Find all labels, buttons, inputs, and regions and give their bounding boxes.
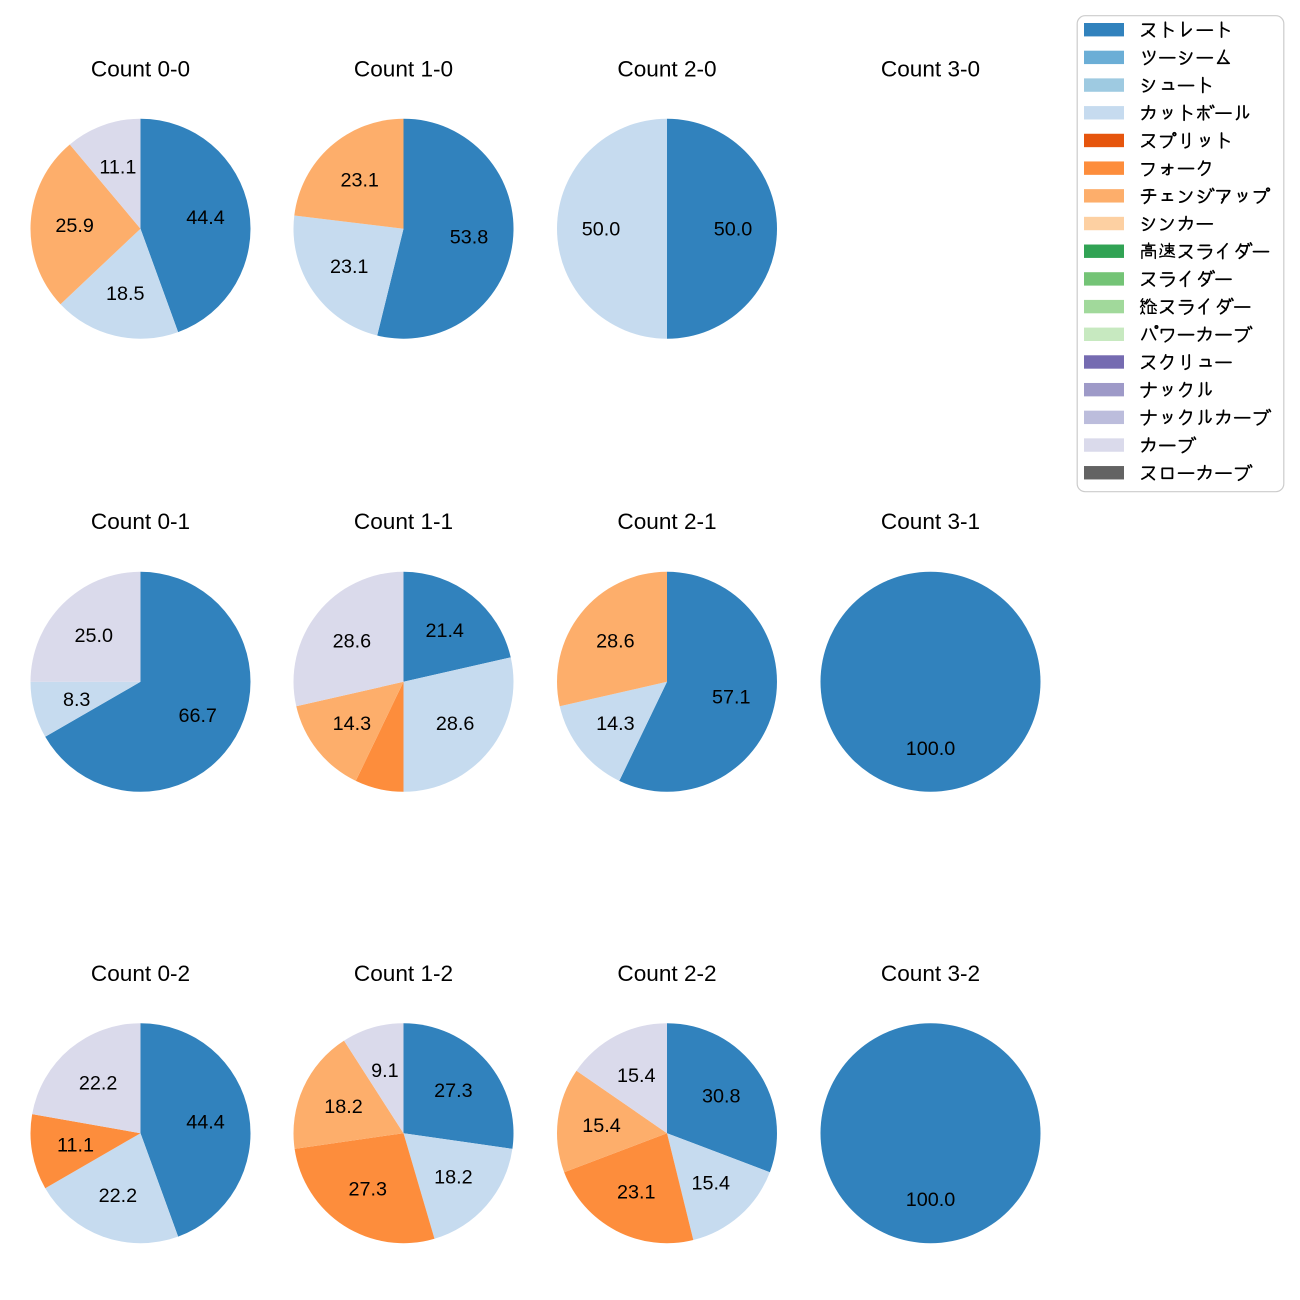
svg-text:14.3: 14.3 xyxy=(333,713,372,735)
svg-text:14.3: 14.3 xyxy=(596,713,635,735)
svg-text:28.6: 28.6 xyxy=(596,631,635,653)
svg-text:Count 3-2: Count 3-2 xyxy=(881,961,980,986)
svg-text:25.0: 25.0 xyxy=(75,625,114,647)
svg-text:15.4: 15.4 xyxy=(692,1173,731,1195)
svg-text:Count 0-2: Count 0-2 xyxy=(91,961,190,986)
svg-text:100.0: 100.0 xyxy=(906,1189,956,1211)
svg-text:50.0: 50.0 xyxy=(714,219,753,241)
svg-text:100.0: 100.0 xyxy=(906,738,956,760)
svg-text:Count 0-0: Count 0-0 xyxy=(91,56,190,81)
svg-text:11.1: 11.1 xyxy=(99,157,136,179)
svg-text:Count 3-1: Count 3-1 xyxy=(881,509,980,534)
svg-text:9.1: 9.1 xyxy=(371,1060,399,1082)
svg-text:27.3: 27.3 xyxy=(434,1080,473,1102)
svg-text:18.2: 18.2 xyxy=(324,1096,363,1118)
svg-text:57.1: 57.1 xyxy=(712,687,751,709)
svg-text:23.1: 23.1 xyxy=(330,256,369,278)
svg-text:22.2: 22.2 xyxy=(99,1185,138,1207)
svg-text:Count 2-1: Count 2-1 xyxy=(617,509,716,534)
svg-text:44.4: 44.4 xyxy=(186,1112,225,1134)
svg-text:Count 2-2: Count 2-2 xyxy=(617,961,716,986)
svg-text:22.2: 22.2 xyxy=(79,1073,118,1095)
svg-text:18.5: 18.5 xyxy=(106,283,145,305)
svg-text:15.4: 15.4 xyxy=(617,1065,656,1087)
svg-text:28.6: 28.6 xyxy=(333,631,372,653)
svg-text:18.2: 18.2 xyxy=(434,1166,473,1188)
svg-text:25.9: 25.9 xyxy=(55,215,94,237)
svg-text:30.8: 30.8 xyxy=(702,1086,741,1108)
svg-text:Count 1-2: Count 1-2 xyxy=(354,961,453,986)
svg-text:Count 2-0: Count 2-0 xyxy=(617,56,716,81)
svg-text:66.7: 66.7 xyxy=(178,705,217,727)
svg-text:21.4: 21.4 xyxy=(425,620,464,642)
svg-text:8.3: 8.3 xyxy=(63,689,91,711)
svg-text:11.1: 11.1 xyxy=(57,1135,94,1157)
svg-text:23.1: 23.1 xyxy=(617,1182,656,1204)
svg-text:50.0: 50.0 xyxy=(582,219,621,241)
svg-text:28.6: 28.6 xyxy=(436,713,475,735)
svg-text:Count 1-1: Count 1-1 xyxy=(354,509,453,534)
svg-text:53.8: 53.8 xyxy=(450,227,489,249)
svg-text:Count 0-1: Count 0-1 xyxy=(91,509,190,534)
svg-text:27.3: 27.3 xyxy=(349,1179,388,1201)
svg-text:Count 1-0: Count 1-0 xyxy=(354,56,453,81)
svg-text:15.4: 15.4 xyxy=(582,1115,621,1137)
svg-text:Count 3-0: Count 3-0 xyxy=(881,56,980,81)
svg-text:44.4: 44.4 xyxy=(186,207,225,229)
svg-text:23.1: 23.1 xyxy=(340,169,379,191)
